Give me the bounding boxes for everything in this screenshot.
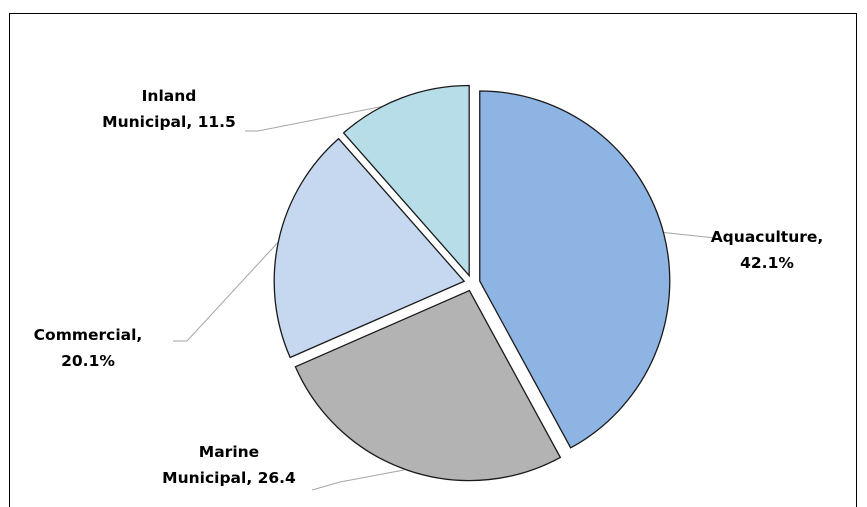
data-label-aquaculture: Aquaculture, 42.1% [711, 228, 824, 272]
data-label-commercial: Commercial, 20.1% [34, 326, 143, 370]
pie-slice-commercial [273, 137, 466, 359]
chart-frame [9, 13, 857, 507]
pie-slice-inland-municipal [342, 84, 470, 278]
data-label-marine-municipal: Marine Municipal, 26.4 [162, 443, 296, 487]
leader-line-inland-municipal [245, 100, 411, 132]
data-labels: Aquaculture, 42.1% Marine Municipal, 26.4 Co… [34, 87, 824, 487]
leader-line-commercial [173, 237, 283, 342]
leader-line-marine-municipal [311, 469, 405, 491]
leader-lines [173, 100, 716, 491]
data-label-inland-municipal: Inland Municipal, 11.5 [102, 87, 236, 131]
pie-slice-marine-municipal [294, 289, 562, 482]
pie-slice-aquaculture [479, 90, 671, 449]
pie-slices [273, 84, 671, 482]
